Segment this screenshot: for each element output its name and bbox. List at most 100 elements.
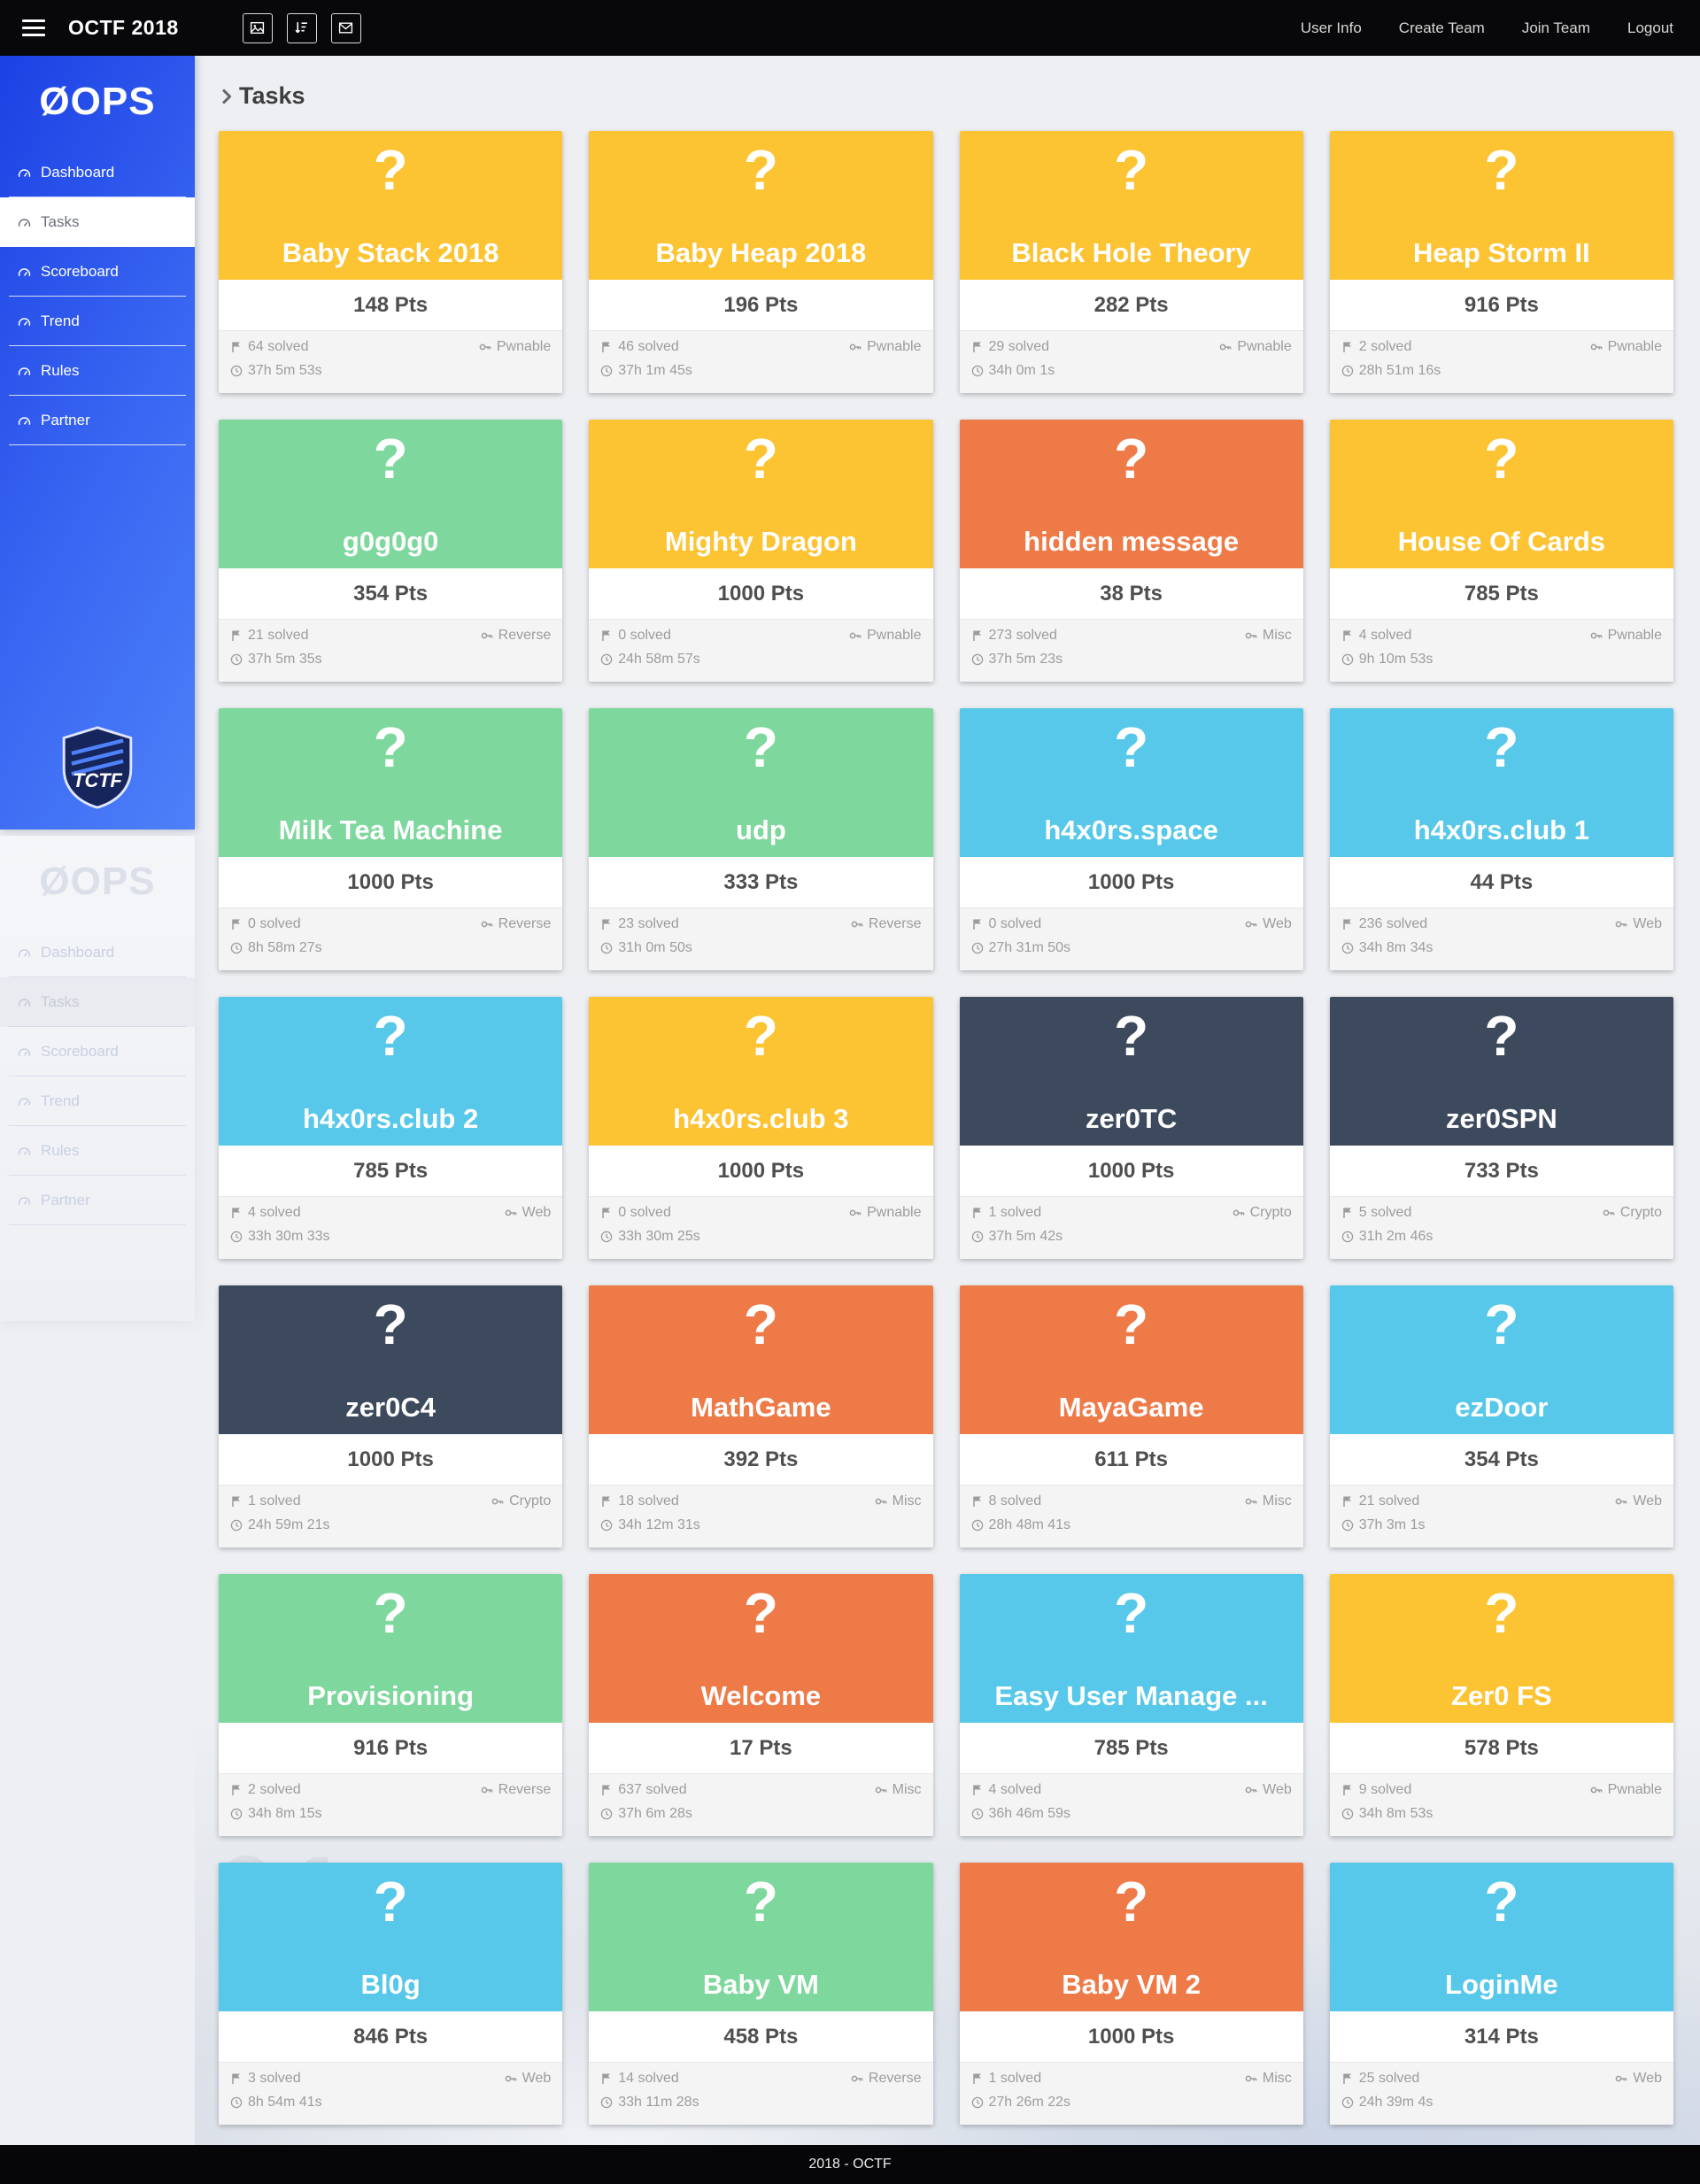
task-points: 354 Pts (219, 568, 563, 619)
task-time: 28h 51m 16s (1358, 363, 1441, 378)
task-card-footer: 29 solved Pwnable 34h 0m 1s (959, 330, 1303, 393)
navbar-link-user-info[interactable]: User Info (1300, 19, 1362, 36)
sidebar-item-trend[interactable]: Trend (0, 297, 195, 346)
task-solved-count: 4 solved (248, 1205, 301, 1220)
task-name: Easy User Manage ... (994, 1680, 1268, 1711)
clock-icon (601, 2096, 613, 2109)
task-card-header: ? Bl0g (219, 1863, 563, 2011)
task-category: Web (522, 2071, 552, 2086)
key-icon (1590, 343, 1602, 351)
flag-icon (1343, 2073, 1351, 2084)
task-time: 33h 11m 28s (618, 2095, 699, 2110)
task-time: 8h 54m 41s (248, 2095, 322, 2110)
task-card-house-of-cards[interactable]: ? House Of Cards 785 Pts 4 solved Pwnabl… (1329, 420, 1673, 682)
task-card-loginme[interactable]: ? LoginMe 314 Pts 25 solved Web 24h 39m … (1329, 1863, 1673, 2125)
sidebar-item-label: Trend (41, 1092, 80, 1109)
task-card-mathgame[interactable]: ? MathGame 392 Pts 18 solved Misc 34h 12… (589, 1285, 933, 1547)
task-name: Baby Stack 2018 (282, 237, 499, 268)
navbar-link-join-team[interactable]: Join Team (1521, 19, 1590, 36)
sort-icon[interactable] (286, 12, 317, 43)
task-category: Web (1633, 916, 1662, 931)
sidebar-item-tasks[interactable]: Tasks (0, 197, 195, 247)
task-time: 27h 31m 50s (988, 940, 1071, 955)
task-card-footer: 8 solved Misc 28h 48m 41s (959, 1485, 1303, 1547)
sidebar-item-scoreboard[interactable]: Scoreboard (0, 247, 195, 297)
task-card-mighty-dragon[interactable]: ? Mighty Dragon 1000 Pts 0 solved Pwnabl… (589, 420, 933, 682)
task-time: 28h 48m 41s (988, 1517, 1071, 1532)
task-card-h4x0rs-club-2[interactable]: ? h4x0rs.club 2 785 Pts 4 solved Web 33h… (219, 997, 563, 1259)
task-card-footer: 4 solved Web 36h 46m 59s (959, 1773, 1303, 1836)
task-solved-count: 4 solved (988, 1782, 1042, 1797)
task-card-header: ? zer0TC (959, 997, 1303, 1146)
question-mark-icon: ? (1114, 1581, 1149, 1645)
task-card-hidden-message[interactable]: ? hidden message 38 Pts 273 solved Misc … (959, 420, 1303, 682)
task-name: Zer0 FS (1451, 1680, 1552, 1711)
task-card-header: ? Milk Tea Machine (219, 708, 563, 857)
task-points: 354 Pts (1329, 1434, 1673, 1485)
task-card-baby-vm[interactable]: ? Baby VM 458 Pts 14 solved Reverse 33h … (589, 1863, 933, 2125)
tctf-logo-text: TCTF (73, 769, 122, 791)
task-solved-count: 4 solved (1358, 628, 1412, 643)
task-card-footer: 1 solved Crypto 24h 59m 21s (219, 1485, 563, 1547)
navbar-link-logout[interactable]: Logout (1627, 19, 1673, 36)
task-card-mayagame[interactable]: ? MayaGame 611 Pts 8 solved Misc 28h 48m… (959, 1285, 1303, 1547)
oops-logo: ØOPS (39, 80, 156, 123)
task-category: Reverse (498, 916, 552, 931)
task-card-milk-tea-machine[interactable]: ? Milk Tea Machine 1000 Pts 0 solved Rev… (219, 708, 563, 970)
navbar-link-create-team[interactable]: Create Team (1398, 19, 1485, 36)
question-mark-icon: ? (1114, 1293, 1149, 1356)
task-time: 34h 8m 53s (1358, 1806, 1433, 1821)
task-card-baby-vm-2[interactable]: ? Baby VM 2 1000 Pts 1 solved Misc 27h 2… (959, 1863, 1303, 2125)
task-card-bl0g[interactable]: ? Bl0g 846 Pts 3 solved Web 8h 54m 41s (219, 1863, 563, 2125)
key-icon (1220, 343, 1232, 351)
task-card-ezdoor[interactable]: ? ezDoor 354 Pts 21 solved Web 37h 3m 1s (1329, 1285, 1673, 1547)
task-card-black-hole-theory[interactable]: ? Black Hole Theory 282 Pts 29 solved Pw… (959, 131, 1303, 393)
task-card-h4x0rs-club-1[interactable]: ? h4x0rs.club 1 44 Pts 236 solved Web 34… (1329, 708, 1673, 970)
sidebar-item-dashboard[interactable]: Dashboard (0, 148, 195, 197)
task-card-g0g0g0[interactable]: ? g0g0g0 354 Pts 21 solved Reverse 37h 5… (219, 420, 563, 682)
task-name: Baby Heap 2018 (655, 237, 867, 268)
task-name: ezDoor (1455, 1392, 1549, 1423)
sidebar-item-label: Rules (41, 362, 80, 379)
sidebar-item-rules[interactable]: Rules (0, 346, 195, 396)
task-category: Crypto (509, 1493, 552, 1509)
task-category: Pwnable (496, 339, 552, 354)
task-card-header: ? Welcome (589, 1574, 933, 1723)
task-points: 1000 Pts (959, 1146, 1303, 1196)
task-card-provisioning[interactable]: ? Provisioning 916 Pts 2 solved Reverse … (219, 1574, 563, 1836)
task-card-welcome[interactable]: ? Welcome 17 Pts 637 solved Misc 37h 6m … (589, 1574, 933, 1836)
task-card-h4x0rs-space[interactable]: ? h4x0rs.space 1000 Pts 0 solved Web 27h… (959, 708, 1303, 970)
task-name: House Of Cards (1397, 526, 1606, 557)
sidebar-item-partner[interactable]: Partner (0, 396, 195, 445)
task-card-header: ? zer0C4 (219, 1285, 563, 1434)
sidebar-item-scoreboard-ghost: Scoreboard (0, 1027, 195, 1077)
flag-icon (602, 1785, 611, 1795)
task-card-header: ? ezDoor (1329, 1285, 1673, 1434)
task-card-header: ? h4x0rs.club 1 (1329, 708, 1673, 857)
task-name: LoginMe (1445, 1969, 1558, 2000)
question-mark-icon: ? (373, 427, 408, 490)
question-mark-icon: ? (373, 1293, 408, 1356)
task-card-baby-stack-2018[interactable]: ? Baby Stack 2018 148 Pts 64 solved Pwna… (219, 131, 563, 393)
task-card-heap-storm-ii[interactable]: ? Heap Storm II 916 Pts 2 solved Pwnable… (1329, 131, 1673, 393)
task-card-easy-user-manage[interactable]: ? Easy User Manage ... 785 Pts 4 solved … (959, 1574, 1303, 1836)
task-card-udp[interactable]: ? udp 333 Pts 23 solved Reverse 31h 0m 5… (589, 708, 933, 970)
image-icon[interactable] (242, 12, 273, 43)
key-icon (849, 343, 862, 351)
mail-icon[interactable] (330, 12, 361, 43)
clock-icon (971, 942, 983, 954)
task-category: Misc (892, 1782, 922, 1797)
hamburger-icon[interactable] (22, 19, 45, 36)
task-card-zer0-fs[interactable]: ? Zer0 FS 578 Pts 9 solved Pwnable 34h 8… (1329, 1574, 1673, 1836)
key-icon (1245, 2075, 1257, 2082)
task-card-zer0tc[interactable]: ? zer0TC 1000 Pts 1 solved Crypto 37h 5m… (959, 997, 1303, 1259)
task-card-zer0c4[interactable]: ? zer0C4 1000 Pts 1 solved Crypto 24h 59… (219, 1285, 563, 1547)
navbar-links: User Info Create Team Join Team Logout (1301, 19, 1673, 37)
task-card-baby-heap-2018[interactable]: ? Baby Heap 2018 196 Pts 46 solved Pwnab… (589, 131, 933, 393)
flag-icon (602, 2073, 611, 2084)
question-mark-icon: ? (1484, 1581, 1519, 1645)
task-card-header: ? h4x0rs.club 3 (589, 997, 933, 1146)
task-card-zer0spn[interactable]: ? zer0SPN 733 Pts 5 solved Crypto 31h 2m… (1329, 997, 1673, 1259)
task-card-h4x0rs-club-3[interactable]: ? h4x0rs.club 3 1000 Pts 0 solved Pwnabl… (589, 997, 933, 1259)
task-card-footer: 637 solved Misc 37h 6m 28s (589, 1773, 933, 1836)
